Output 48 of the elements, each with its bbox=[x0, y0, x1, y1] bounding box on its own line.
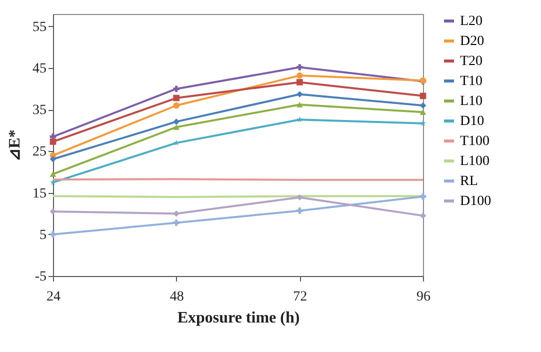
point bbox=[173, 94, 180, 102]
x-tick-label: 48 bbox=[170, 290, 184, 304]
point bbox=[173, 86, 180, 92]
x-tick-label: 72 bbox=[293, 290, 308, 304]
legend-label: RL bbox=[460, 174, 478, 189]
y-tick-label: 5 bbox=[40, 228, 46, 243]
legend-label: D20 bbox=[460, 34, 484, 49]
legend-label: L10 bbox=[460, 94, 483, 109]
point bbox=[173, 124, 180, 130]
point bbox=[420, 109, 426, 115]
legend-label: L100 bbox=[460, 154, 490, 169]
y-axis-title: ⊿E* bbox=[6, 130, 24, 162]
x-tick-label: 96 bbox=[416, 290, 430, 304]
y-tick-label: 15 bbox=[32, 186, 46, 202]
point bbox=[50, 231, 56, 238]
point bbox=[420, 193, 426, 200]
point bbox=[296, 208, 303, 214]
point bbox=[173, 118, 180, 125]
legend-label: D100 bbox=[460, 194, 492, 209]
point bbox=[296, 102, 303, 108]
point bbox=[173, 102, 180, 109]
point bbox=[296, 79, 303, 86]
x-tick-label: 24 bbox=[46, 290, 60, 304]
legend-label: T100 bbox=[460, 134, 490, 149]
y-tick-label: 45 bbox=[32, 62, 46, 77]
point bbox=[420, 102, 426, 109]
y-tick-label: 35 bbox=[32, 103, 46, 118]
point bbox=[50, 208, 56, 215]
point bbox=[420, 120, 426, 126]
point bbox=[50, 171, 56, 177]
legend-label: T20 bbox=[460, 54, 483, 69]
point bbox=[420, 212, 426, 219]
y-tick-label: -5 bbox=[34, 270, 46, 284]
point bbox=[296, 116, 303, 122]
point bbox=[296, 194, 303, 201]
point bbox=[173, 220, 180, 226]
legend-label: D10 bbox=[460, 114, 484, 129]
x-axis-title: Exposure time (h) bbox=[177, 310, 300, 326]
point bbox=[296, 64, 303, 70]
y-tick-label: 25 bbox=[32, 144, 46, 160]
y-tick-label: 55 bbox=[32, 20, 46, 35]
point bbox=[420, 92, 426, 100]
point bbox=[50, 156, 56, 162]
point bbox=[296, 72, 303, 79]
point bbox=[50, 138, 56, 145]
point bbox=[173, 210, 180, 217]
legend-label: L20 bbox=[460, 14, 483, 29]
legend-label: T10 bbox=[460, 74, 483, 89]
